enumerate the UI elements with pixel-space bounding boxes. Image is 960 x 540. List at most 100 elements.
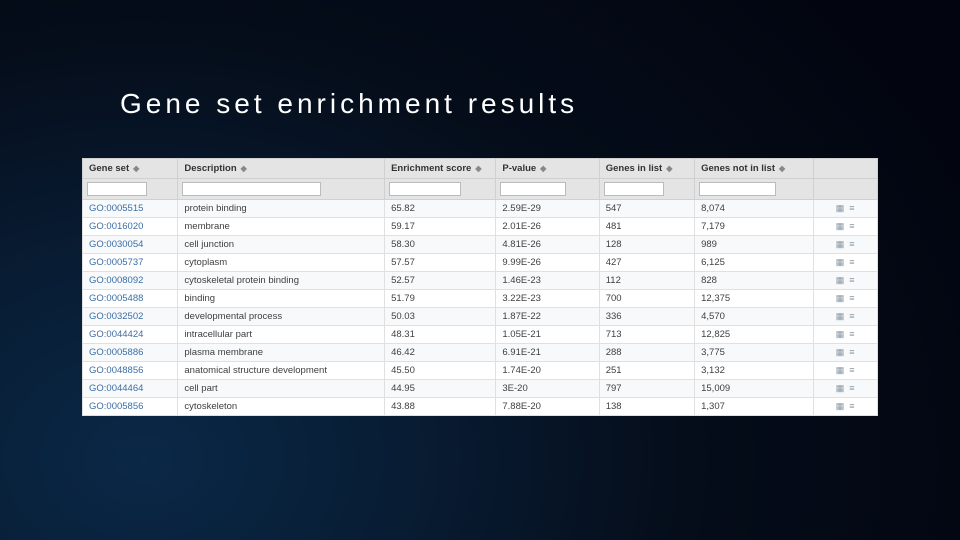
filter-description[interactable] xyxy=(182,182,320,196)
cell-description: plasma membrane xyxy=(178,344,385,362)
col-header-genes-not-in-list[interactable]: Genes not in list◆ xyxy=(695,159,814,179)
gene-set-link[interactable]: GO:0030054 xyxy=(89,239,143,250)
row-actions: ▦≡ xyxy=(814,326,878,344)
table-row: GO:0032502developmental process50.031.87… xyxy=(83,308,878,326)
col-header-enrichment-score[interactable]: Enrichment score◆ xyxy=(385,159,496,179)
table-row: GO:0030054cell junction58.304.81E-261289… xyxy=(83,236,878,254)
col-header-gene-set[interactable]: Gene set ◆ xyxy=(83,159,178,179)
cell-genes-not: 12,375 xyxy=(695,290,814,308)
cell-genes-not: 6,125 xyxy=(695,254,814,272)
cell-description: cell part xyxy=(178,380,385,398)
cell-description: anatomical structure development xyxy=(178,362,385,380)
grid-view-icon[interactable]: ▦ xyxy=(836,221,846,232)
gene-set-link[interactable]: GO:0016020 xyxy=(89,221,143,232)
list-view-icon[interactable]: ≡ xyxy=(849,239,855,249)
cell-enrichment: 51.79 xyxy=(385,290,496,308)
gene-set-link[interactable]: GO:0005515 xyxy=(89,203,143,214)
col-label: Gene set xyxy=(89,163,129,174)
grid-view-icon[interactable]: ▦ xyxy=(836,383,846,394)
cell-description: intracellular part xyxy=(178,326,385,344)
col-header-p-value[interactable]: P-value◆ xyxy=(496,159,599,179)
grid-view-icon[interactable]: ▦ xyxy=(836,401,846,412)
table-row: GO:0005856cytoskeleton43.887.88E-201381,… xyxy=(83,398,878,416)
cell-enrichment: 52.57 xyxy=(385,272,496,290)
list-view-icon[interactable]: ≡ xyxy=(849,329,855,339)
cell-pvalue: 3E-20 xyxy=(496,380,599,398)
grid-view-icon[interactable]: ▦ xyxy=(836,239,846,250)
list-view-icon[interactable]: ≡ xyxy=(849,257,855,267)
list-view-icon[interactable]: ≡ xyxy=(849,275,855,285)
cell-genes-not: 1,307 xyxy=(695,398,814,416)
gene-set-link[interactable]: GO:0048856 xyxy=(89,365,143,376)
cell-description: developmental process xyxy=(178,308,385,326)
row-actions: ▦≡ xyxy=(814,362,878,380)
cell-pvalue: 7.88E-20 xyxy=(496,398,599,416)
gene-set-link[interactable]: GO:0005737 xyxy=(89,257,143,268)
filter-genes-not[interactable] xyxy=(699,182,776,196)
table-row: GO:0048856 anatomical structure developme… xyxy=(83,362,878,380)
gene-set-link[interactable]: GO:0044424 xyxy=(89,329,143,340)
filter-genes-in[interactable] xyxy=(604,182,664,196)
cell-description: cytoskeleton xyxy=(178,398,385,416)
grid-view-icon[interactable]: ▦ xyxy=(836,347,846,358)
col-label: Genes in list xyxy=(606,163,663,174)
list-view-icon[interactable]: ≡ xyxy=(849,203,855,213)
cell-description: binding xyxy=(178,290,385,308)
col-label: P-value xyxy=(502,163,536,174)
grid-view-icon[interactable]: ▦ xyxy=(836,203,846,214)
slide-title: Gene set enrichment results xyxy=(120,88,578,120)
cell-pvalue: 9.99E-26 xyxy=(496,254,599,272)
cell-genes-not: 4,570 xyxy=(695,308,814,326)
gene-set-link[interactable]: GO:0005856 xyxy=(89,401,143,412)
enrichment-table: Gene set ◆ Description◆ Enrichment score◆… xyxy=(82,158,878,416)
col-header-genes-in-list[interactable]: Genes in list◆ xyxy=(599,159,694,179)
cell-enrichment: 43.88 xyxy=(385,398,496,416)
filter-pvalue[interactable] xyxy=(500,182,566,196)
grid-view-icon[interactable]: ▦ xyxy=(836,311,846,322)
cell-genes-not: 7,179 xyxy=(695,218,814,236)
row-actions: ▦≡ xyxy=(814,344,878,362)
list-view-icon[interactable]: ≡ xyxy=(849,401,855,411)
cell-enrichment: 65.82 xyxy=(385,200,496,218)
list-view-icon[interactable]: ≡ xyxy=(849,221,855,231)
gene-set-link[interactable]: GO:0044464 xyxy=(89,383,143,394)
enrichment-table-container: Gene set ◆ Description◆ Enrichment score◆… xyxy=(82,158,878,416)
filter-gene-set[interactable] xyxy=(87,182,147,196)
sort-icon: ◆ xyxy=(133,164,139,173)
row-actions: ▦≡ xyxy=(814,236,878,254)
cell-genes-not: 8,074 xyxy=(695,200,814,218)
grid-view-icon[interactable]: ▦ xyxy=(836,329,846,340)
list-view-icon[interactable]: ≡ xyxy=(849,365,855,375)
cell-enrichment: 50.03 xyxy=(385,308,496,326)
grid-view-icon[interactable]: ▦ xyxy=(836,257,846,268)
cell-genes-not: 989 xyxy=(695,236,814,254)
cell-genes-in: 547 xyxy=(599,200,694,218)
sort-icon: ◆ xyxy=(241,164,247,173)
gene-set-link[interactable]: GO:0032502 xyxy=(89,311,143,322)
list-view-icon[interactable]: ≡ xyxy=(849,347,855,357)
cell-genes-in: 700 xyxy=(599,290,694,308)
col-header-description[interactable]: Description◆ xyxy=(178,159,385,179)
table-body: GO:0005515protein binding65.822.59E-2954… xyxy=(83,200,878,416)
cell-enrichment: 45.50 xyxy=(385,362,496,380)
cell-pvalue: 4.81E-26 xyxy=(496,236,599,254)
list-view-icon[interactable]: ≡ xyxy=(849,311,855,321)
gene-set-link[interactable]: GO:0005886 xyxy=(89,347,143,358)
cell-genes-not: 12,825 xyxy=(695,326,814,344)
row-actions: ▦≡ xyxy=(814,218,878,236)
row-actions: ▦≡ xyxy=(814,380,878,398)
grid-view-icon[interactable]: ▦ xyxy=(836,293,846,304)
gene-set-link[interactable]: GO:0008092 xyxy=(89,275,143,286)
row-actions: ▦≡ xyxy=(814,254,878,272)
grid-view-icon[interactable]: ▦ xyxy=(836,365,846,376)
filter-enrichment[interactable] xyxy=(389,182,461,196)
grid-view-icon[interactable]: ▦ xyxy=(836,275,846,286)
cell-enrichment: 59.17 xyxy=(385,218,496,236)
gene-set-link[interactable]: GO:0005488 xyxy=(89,293,143,304)
cell-genes-not: 3,775 xyxy=(695,344,814,362)
list-view-icon[interactable]: ≡ xyxy=(849,293,855,303)
cell-pvalue: 3.22E-23 xyxy=(496,290,599,308)
cell-genes-not: 15,009 xyxy=(695,380,814,398)
list-view-icon[interactable]: ≡ xyxy=(849,383,855,393)
cell-genes-not: 3,132 xyxy=(695,362,814,380)
